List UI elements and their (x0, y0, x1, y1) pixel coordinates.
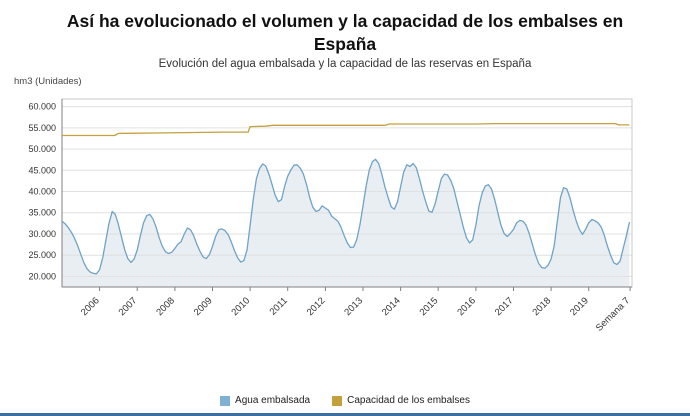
svg-text:2017: 2017 (493, 295, 516, 318)
svg-text:2006: 2006 (79, 295, 102, 318)
svg-text:25.000: 25.000 (28, 250, 56, 260)
svg-text:2007: 2007 (117, 295, 140, 318)
svg-text:60.000: 60.000 (28, 101, 56, 111)
svg-text:2015: 2015 (418, 295, 441, 318)
y-axis-unit-label: hm3 (Unidades) (14, 75, 82, 87)
legend-item-agua-embalsada[interactable]: Agua embalsada (220, 395, 310, 406)
svg-text:2018: 2018 (530, 295, 553, 318)
svg-text:35.000: 35.000 (28, 207, 56, 217)
svg-text:20.000: 20.000 (28, 271, 56, 281)
page-title: Así ha evolucionado el volumen y la capa… (66, 11, 624, 54)
svg-text:Semana 7: Semana 7 (594, 295, 632, 333)
svg-text:2019: 2019 (568, 295, 591, 318)
svg-text:2010: 2010 (229, 295, 252, 318)
legend-item-capacidad[interactable]: Capacidad de los embalses (332, 395, 470, 406)
svg-text:40.000: 40.000 (28, 186, 56, 196)
chart-legend: Agua embalsada Capacidad de los embalses (0, 395, 690, 406)
svg-text:30.000: 30.000 (28, 229, 56, 239)
legend-label: Capacidad de los embalses (347, 395, 470, 406)
svg-text:2016: 2016 (455, 295, 478, 318)
legend-label: Agua embalsada (235, 395, 311, 406)
agua-embalsada-swatch-icon (220, 395, 231, 406)
svg-text:55.000: 55.000 (28, 122, 56, 132)
chart-page: Así ha evolucionado el volumen y la capa… (0, 10, 690, 416)
chart-subtitle: Evolución del agua embalsada y la capaci… (158, 57, 532, 70)
svg-text:2008: 2008 (154, 295, 177, 318)
svg-text:2013: 2013 (342, 295, 365, 318)
capacidad-swatch-icon (332, 395, 343, 406)
svg-text:2012: 2012 (305, 295, 328, 318)
svg-text:2014: 2014 (380, 295, 403, 318)
svg-text:45.000: 45.000 (28, 165, 56, 175)
svg-text:2011: 2011 (268, 295, 290, 317)
chart-canvas: 20.000 25.000 30.000 35.000 40.000 45.000 50.0… (28, 98, 633, 333)
svg-text:50.000: 50.000 (28, 144, 56, 154)
svg-text:2009: 2009 (192, 295, 215, 318)
